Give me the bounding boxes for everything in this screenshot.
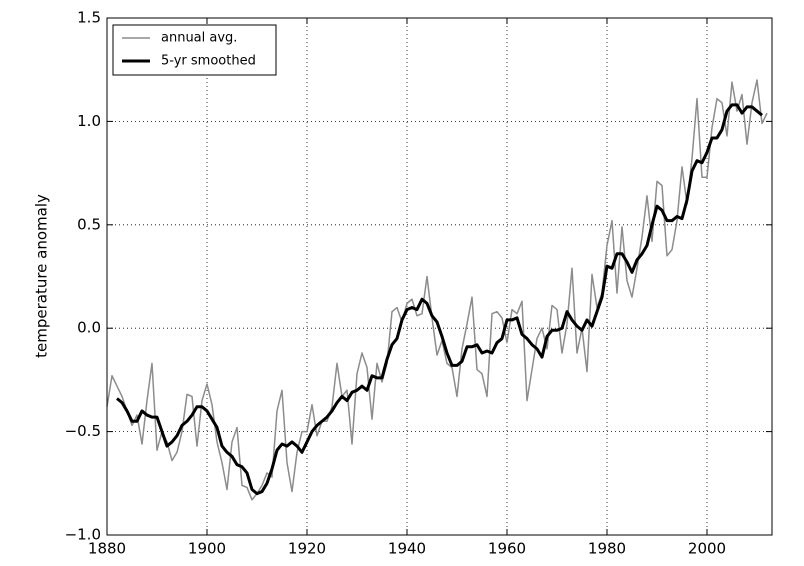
y-tick-label: −1.0	[65, 526, 101, 544]
x-tick-label: 1980	[588, 540, 626, 558]
x-tick-label: 1940	[388, 540, 426, 558]
y-tick-label: 1.5	[77, 9, 101, 27]
x-tick-label: 1880	[88, 540, 126, 558]
data-line	[106, 79, 768, 501]
x-tick-label: 1960	[488, 540, 526, 558]
y-tick-label: 0.5	[77, 215, 101, 233]
data-line	[116, 103, 763, 496]
legend-label: annual avg.	[161, 31, 237, 46]
y-tick-label: −0.5	[65, 422, 101, 440]
y-tick-label: 0.0	[77, 319, 101, 337]
x-tick-label: 1920	[288, 540, 326, 558]
x-tick-label: 2000	[688, 540, 726, 558]
x-tick-label: 1900	[188, 540, 226, 558]
y-tick-label: 1.0	[77, 112, 101, 130]
y-axis-label: temperature anomaly	[33, 194, 51, 358]
legend-box	[112, 24, 277, 76]
legend-label: 5-yr smoothed	[161, 54, 256, 69]
plot-frame	[106, 17, 773, 536]
